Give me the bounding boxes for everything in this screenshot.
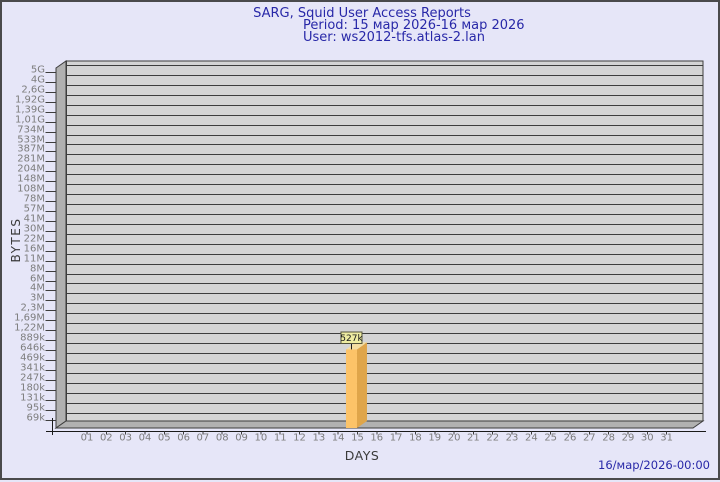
x-tick-label: 19 bbox=[428, 433, 441, 444]
x-tick-label: 06 bbox=[177, 433, 190, 444]
x-tick-label: 18 bbox=[409, 433, 422, 444]
x-tick-label: 11 bbox=[274, 433, 287, 444]
report-generated-timestamp: 16/мар/2026-00:00 bbox=[598, 458, 710, 472]
x-tick-label: 13 bbox=[312, 433, 325, 444]
y-tick-label: 69k bbox=[26, 413, 45, 424]
y-tick-label: 57M bbox=[24, 204, 45, 215]
y-tick-label: 889k bbox=[20, 333, 45, 344]
x-tick-label: 03 bbox=[119, 433, 132, 444]
x-tick-label: 14 bbox=[332, 433, 345, 444]
y-tick-label: 281M bbox=[17, 154, 45, 165]
x-tick-label: 23 bbox=[506, 433, 519, 444]
x-tick-label: 20 bbox=[448, 433, 461, 444]
x-tick-label: 24 bbox=[525, 433, 538, 444]
x-tick-label: 07 bbox=[197, 433, 210, 444]
x-tick-label: 02 bbox=[100, 433, 113, 444]
x-axis-title: DAYS bbox=[344, 448, 380, 463]
y-tick-label: 16M bbox=[24, 244, 45, 255]
x-tick-label: 05 bbox=[158, 433, 171, 444]
y-tick-label: 108M bbox=[17, 184, 45, 195]
x-tick-label: 29 bbox=[622, 433, 635, 444]
report-period: Period: 15 мар 2026-16 мар 2026 bbox=[303, 18, 525, 33]
y-tick-label: 8M bbox=[30, 264, 45, 275]
y-tick-label: 5G bbox=[31, 65, 45, 76]
y-tick-label: 2,6G bbox=[21, 85, 45, 96]
y-tick-label: 646k bbox=[20, 343, 45, 354]
y-tick-label: 1,01G bbox=[15, 115, 45, 126]
plot-side-walls bbox=[54, 60, 705, 429]
y-tick-label: 148M bbox=[17, 174, 45, 185]
axis-lines bbox=[46, 418, 706, 435]
x-axis-ticks-and-labels: 01 02 03 04 05 06 07 08 09 10 11 12 13 14 15 16 17 18 19 20… bbox=[81, 431, 673, 444]
y-tick-label: 341k bbox=[20, 363, 45, 374]
bar-value-box bbox=[340, 331, 363, 344]
x-tick-label: 31 bbox=[660, 433, 673, 444]
y-tick-label: 469k bbox=[20, 353, 45, 364]
x-tick-label: 25 bbox=[544, 433, 557, 444]
x-tick-label: 08 bbox=[216, 433, 229, 444]
y-tick-label: 4G bbox=[31, 75, 45, 86]
y-tick-label: 1,22M bbox=[14, 323, 45, 334]
y-tick-label: 22M bbox=[24, 234, 45, 245]
y-tick-label: 11M bbox=[24, 254, 45, 265]
x-tick-label: 17 bbox=[390, 433, 403, 444]
bar-day-15: 527k bbox=[340, 331, 367, 428]
y-tick-label: 6M bbox=[30, 274, 45, 285]
x-tick-label: 10 bbox=[255, 433, 268, 444]
y-tick-label: 3M bbox=[30, 293, 45, 304]
y-tick-label: 734M bbox=[17, 125, 45, 136]
y-tick-label: 204M bbox=[17, 164, 45, 175]
y-tick-label: 78M bbox=[24, 194, 45, 205]
report-user: User: ws2012-tfs.atlas-2.lan bbox=[303, 30, 485, 45]
x-tick-label: 26 bbox=[564, 433, 577, 444]
x-tick-label: 15 bbox=[351, 433, 364, 444]
x-tick-label: 27 bbox=[583, 433, 596, 444]
x-tick-label: 22 bbox=[486, 433, 499, 444]
report-title: SARG, Squid User Access Reports bbox=[253, 6, 471, 21]
y-tick-label: 30M bbox=[24, 224, 45, 235]
plot-back-wall bbox=[65, 60, 704, 422]
y-tick-label: 131k bbox=[20, 393, 45, 404]
y-tick-label: 41M bbox=[24, 214, 45, 225]
y-tick-label: 387M bbox=[17, 144, 45, 155]
y-tick-label: 533M bbox=[17, 135, 45, 146]
y-tick-label: 1,39G bbox=[15, 105, 45, 116]
y-axis-title: BYTES bbox=[9, 217, 23, 263]
x-tick-label: 04 bbox=[139, 433, 152, 444]
x-tick-label: 12 bbox=[293, 433, 306, 444]
x-tick-label: 16 bbox=[370, 433, 383, 444]
gridlines bbox=[66, 65, 703, 414]
y-tick-label: 247k bbox=[20, 373, 45, 384]
x-tick-label: 01 bbox=[81, 433, 94, 444]
x-tick-label: 30 bbox=[641, 433, 654, 444]
y-tick-label: 1,69M bbox=[14, 313, 45, 324]
x-tick-label: 09 bbox=[235, 433, 248, 444]
y-tick-label: 2,3M bbox=[20, 303, 45, 314]
bar-value-label: 527k bbox=[340, 334, 363, 344]
y-tick-label: 4M bbox=[30, 283, 45, 294]
x-tick-label: 21 bbox=[467, 433, 480, 444]
y-tick-label: 95k bbox=[26, 403, 45, 414]
y-tick-label: 1,92G bbox=[15, 95, 45, 106]
x-tick-label: 28 bbox=[602, 433, 615, 444]
y-tick-label: 180k bbox=[20, 383, 45, 394]
